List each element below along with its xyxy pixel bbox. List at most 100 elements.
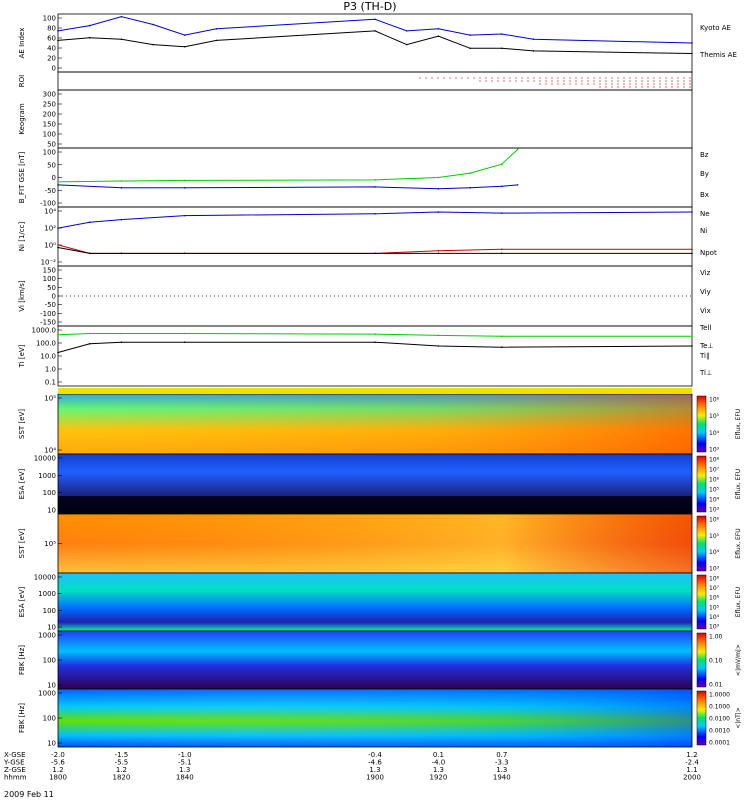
data-point bbox=[184, 252, 186, 255]
ti-ytick: 100.0 bbox=[36, 340, 56, 348]
roi-marker bbox=[677, 86, 679, 88]
roi-marker bbox=[545, 77, 547, 79]
keogram-ytick: 100 bbox=[43, 131, 56, 139]
data-point bbox=[691, 252, 693, 255]
roi-marker bbox=[575, 77, 577, 79]
bfit-ytick: -100 bbox=[40, 200, 56, 208]
roi-marker bbox=[641, 77, 643, 79]
roi-marker bbox=[653, 80, 655, 82]
data-point bbox=[57, 333, 59, 336]
roi-marker bbox=[551, 80, 553, 82]
data-point bbox=[437, 334, 440, 337]
roi-marker bbox=[605, 80, 607, 82]
esa2-ytick: 10 bbox=[47, 624, 56, 632]
data-point bbox=[88, 342, 91, 345]
colorbar-tick: 10⁷ bbox=[709, 585, 720, 592]
series-line-ae bbox=[57, 16, 693, 44]
xaxis-tick-z: 1.3 bbox=[179, 766, 190, 774]
data-point bbox=[437, 252, 440, 255]
esa1-ytick: 1000 bbox=[38, 472, 56, 480]
colorbar-gradient bbox=[696, 515, 707, 572]
bfit-ylabel: B_FIT GSE [nT] bbox=[18, 151, 26, 203]
roi-marker bbox=[623, 83, 625, 85]
colorbar-tick: 10³ bbox=[709, 447, 720, 454]
colorbar-tick: 10⁷ bbox=[709, 467, 720, 474]
vi-ylabel: Vi [km/s] bbox=[18, 280, 26, 311]
fbk2-ytick: 10 bbox=[47, 740, 56, 748]
panel-sst2: SST [eV] 10⁵ bbox=[18, 513, 693, 574]
xaxis-row-label: X-GSE bbox=[4, 751, 26, 759]
vi-legend-0: Viz bbox=[700, 269, 711, 277]
roi-marker bbox=[677, 80, 679, 82]
roi-marker bbox=[689, 80, 691, 82]
ae-ytick: 20 bbox=[47, 55, 56, 63]
roi-marker bbox=[569, 83, 571, 85]
roi-marker bbox=[485, 77, 487, 79]
vi-legend-1: Viy bbox=[700, 288, 711, 296]
sst1-ytick: 10⁴ bbox=[44, 447, 56, 455]
data-point bbox=[691, 211, 693, 213]
roi-marker bbox=[635, 80, 637, 82]
panel-roi: ROI bbox=[18, 71, 693, 91]
data-point bbox=[184, 214, 186, 217]
vi-ytick: 0 bbox=[52, 293, 56, 301]
colorbar-gradient bbox=[696, 395, 707, 453]
roi-marker bbox=[473, 77, 475, 79]
data-point bbox=[120, 38, 123, 41]
roi-marker bbox=[551, 77, 553, 79]
roi-marker bbox=[509, 77, 511, 79]
roi-marker bbox=[653, 86, 655, 88]
xaxis-tick-x: 0.1 bbox=[433, 751, 444, 759]
data-point bbox=[437, 250, 440, 252]
data-point bbox=[691, 248, 693, 251]
roi-marker bbox=[677, 77, 679, 79]
esa2-ylabel: ESA [eV] bbox=[18, 586, 26, 617]
data-point bbox=[184, 179, 186, 182]
roi-marker bbox=[581, 77, 583, 79]
roi-marker bbox=[509, 80, 511, 82]
roi-marker bbox=[557, 80, 559, 82]
series-line-ni bbox=[57, 244, 692, 254]
data-point bbox=[120, 332, 123, 335]
series-line-bfit bbox=[57, 149, 518, 183]
series-line-ae bbox=[57, 30, 693, 54]
roi-marker bbox=[605, 86, 607, 88]
roi-marker bbox=[689, 77, 691, 79]
vi-legend-2: Vix bbox=[700, 307, 711, 315]
roi-marker bbox=[563, 83, 565, 85]
roi-marker bbox=[479, 77, 481, 79]
roi-marker bbox=[527, 77, 529, 79]
xaxis-tick-y: -4.6 bbox=[368, 759, 382, 767]
roi-ylabel: ROI bbox=[18, 75, 26, 87]
roi-marker bbox=[575, 83, 577, 85]
data-point bbox=[374, 18, 376, 21]
xaxis-tick-y: -5.6 bbox=[51, 759, 65, 767]
ni-legend-1: Ni bbox=[700, 227, 707, 235]
roi-marker bbox=[563, 80, 565, 82]
ae-ylabel: AE Index bbox=[18, 28, 26, 59]
panel-fbk2: FBK [Hz] 10 100 1000 bbox=[18, 688, 693, 748]
roi-marker bbox=[545, 80, 547, 82]
bfit-ytick: 0 bbox=[52, 174, 56, 182]
roi-marker bbox=[569, 80, 571, 82]
roi-marker bbox=[581, 83, 583, 85]
roi-marker bbox=[641, 80, 643, 82]
colorbar-tick: 0.0100 bbox=[709, 716, 730, 723]
roi-marker bbox=[647, 86, 649, 88]
ni-legend-2: Npot bbox=[700, 249, 717, 257]
roi-marker bbox=[683, 80, 685, 82]
xaxis-tick-hhmm: 1800 bbox=[49, 774, 67, 782]
data-point bbox=[532, 38, 535, 41]
roi-marker bbox=[539, 77, 541, 79]
data-point bbox=[88, 221, 91, 223]
roi-marker bbox=[617, 86, 619, 88]
panel-fbk1: FBK [Hz] 10 100 1000 bbox=[18, 630, 693, 690]
roi-marker bbox=[419, 77, 421, 79]
colorbar-label: Eflux, EFU bbox=[735, 409, 742, 439]
vi-ytick: 100 bbox=[43, 275, 56, 283]
roi-marker bbox=[479, 80, 481, 82]
roi-marker bbox=[665, 80, 667, 82]
colorbar-sst1: 10³ 10⁴ 10⁵ 10⁶ Eflux, EFU bbox=[696, 395, 742, 454]
colorbar-gradient bbox=[696, 690, 707, 746]
